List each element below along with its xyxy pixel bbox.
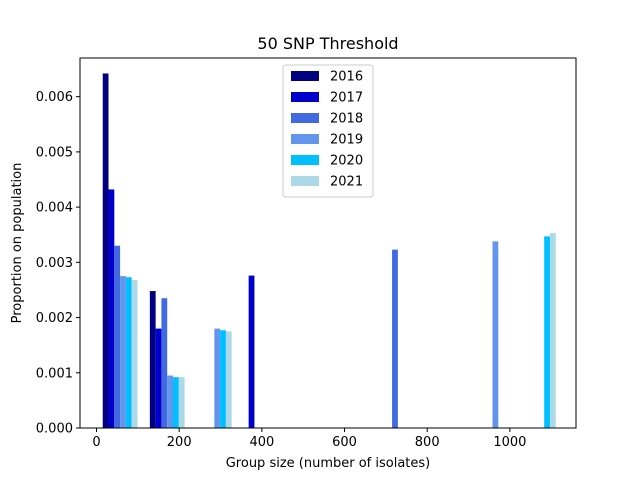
legend: 2016 2017 2018 2019 2020 2021 <box>282 64 374 198</box>
x-axis: 0 200 400 600 800 1000 <box>92 428 526 450</box>
chart-title: 50 SNP Threshold <box>257 34 398 53</box>
x-tick-label: 200 <box>167 435 192 450</box>
bar-2016-1 <box>149 291 156 428</box>
bar-2019-3 <box>492 241 499 428</box>
bar-2021-0 <box>131 280 138 428</box>
bar-2017-2 <box>248 275 255 428</box>
legend-label-2016: 2016 <box>330 70 363 85</box>
y-tick-label: 0.001 <box>36 366 73 381</box>
bar-2020-2 <box>220 330 226 428</box>
plot-area-frame <box>79 57 577 429</box>
y-tick-label: 0.000 <box>36 422 73 437</box>
bar-2021-1 <box>178 377 185 428</box>
bar-2018-1 <box>161 298 168 428</box>
y-tick-label: 0.005 <box>36 145 73 160</box>
x-axis-label: Group size (number of isolates) <box>226 456 431 471</box>
bar-2020-1 <box>173 377 179 428</box>
bar-2021-3 <box>549 233 556 428</box>
bar-2021-2 <box>225 331 232 428</box>
legend-label-2019: 2019 <box>330 133 363 148</box>
x-tick-label: 800 <box>415 435 440 450</box>
bar-2017-0 <box>108 189 115 428</box>
y-axis: 0.000 0.001 0.002 0.003 0.004 0.005 0.006 <box>36 90 80 437</box>
bar-2016-0 <box>102 73 109 429</box>
legend-label-2018: 2018 <box>330 112 363 127</box>
bar-2019-1 <box>167 375 173 428</box>
legend-label-2020: 2020 <box>330 154 363 169</box>
bar-2020-3 <box>544 236 550 428</box>
bar-2017-1 <box>155 328 162 428</box>
bar-2018-0 <box>114 245 121 428</box>
y-tick-label: 0.003 <box>36 256 73 271</box>
legend-label-2021: 2021 <box>330 175 363 190</box>
x-tick-label: 600 <box>332 435 357 450</box>
y-tick-label: 0.006 <box>36 90 73 105</box>
legend-swatch-2016 <box>291 71 319 81</box>
y-tick-label: 0.002 <box>36 311 73 326</box>
x-tick-label: 400 <box>249 435 274 450</box>
bar-2019-2 <box>214 328 221 428</box>
y-tick-label: 0.004 <box>36 201 73 216</box>
legend-swatch-2018 <box>291 113 319 123</box>
legend-swatch-2020 <box>291 155 319 165</box>
bar-2020-0 <box>125 277 132 428</box>
bar-2019-0 <box>120 276 126 428</box>
legend-swatch-2019 <box>291 134 319 144</box>
bars-layer <box>102 73 556 429</box>
legend-label-2017: 2017 <box>330 91 363 106</box>
x-tick-label: 1000 <box>493 435 526 450</box>
bar-2018-2 <box>392 249 398 428</box>
y-axis-label: Proportion on population <box>10 163 25 324</box>
legend-swatch-2021 <box>291 176 319 186</box>
x-tick-label: 0 <box>92 435 100 450</box>
legend-swatch-2017 <box>291 92 319 102</box>
